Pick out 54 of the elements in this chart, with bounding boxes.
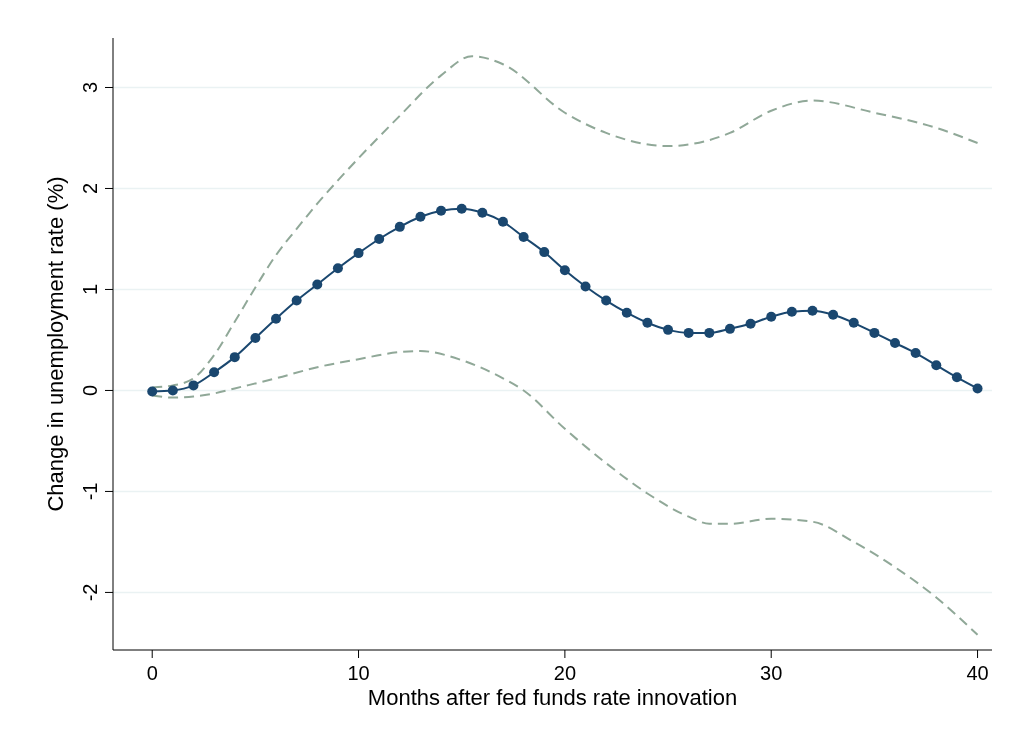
point — [518, 231, 529, 242]
point — [312, 279, 323, 290]
x-tick-label: 10 — [347, 662, 370, 684]
point — [642, 317, 653, 328]
point — [807, 305, 818, 316]
point — [456, 203, 467, 214]
point — [766, 311, 777, 322]
point — [869, 327, 880, 338]
point — [271, 313, 282, 324]
point — [559, 265, 570, 276]
y-axis-title: Change in unemployment rate (%) — [43, 176, 68, 512]
point — [745, 318, 756, 329]
point — [683, 327, 694, 338]
point — [539, 247, 550, 258]
x-tick-label: 40 — [966, 662, 989, 684]
point — [910, 348, 921, 359]
point — [828, 309, 839, 320]
point — [415, 211, 426, 222]
x-tick-label: 0 — [146, 662, 158, 684]
y-tick-label: 3 — [79, 81, 101, 94]
x-tick-label: 30 — [760, 662, 783, 684]
y-tick-label: 0 — [79, 384, 101, 397]
point — [601, 295, 612, 306]
point — [436, 205, 447, 216]
y-tick-label: 1 — [79, 283, 101, 296]
point — [291, 295, 302, 306]
point — [786, 306, 797, 317]
point — [663, 324, 674, 335]
y-tick-label: 2 — [79, 182, 101, 195]
point — [250, 332, 261, 343]
point — [374, 233, 385, 244]
point — [394, 221, 405, 232]
x-axis-title: Months after fed funds rate innovation — [367, 685, 738, 710]
point — [951, 372, 962, 383]
point — [621, 307, 632, 318]
point — [972, 383, 983, 394]
point — [188, 380, 199, 391]
point — [353, 248, 364, 259]
point — [477, 207, 488, 218]
point — [229, 352, 240, 363]
point — [147, 386, 158, 397]
point — [931, 360, 942, 371]
point — [580, 281, 591, 292]
point — [332, 263, 343, 274]
point — [497, 216, 508, 227]
y-tick-label: -1 — [79, 482, 101, 501]
point — [890, 337, 901, 348]
x-tick-label: 20 — [553, 662, 577, 684]
point — [704, 327, 715, 338]
point — [724, 323, 735, 334]
point — [848, 317, 859, 328]
y-tick-label: -2 — [79, 583, 101, 602]
point — [167, 385, 178, 396]
point — [209, 367, 220, 378]
